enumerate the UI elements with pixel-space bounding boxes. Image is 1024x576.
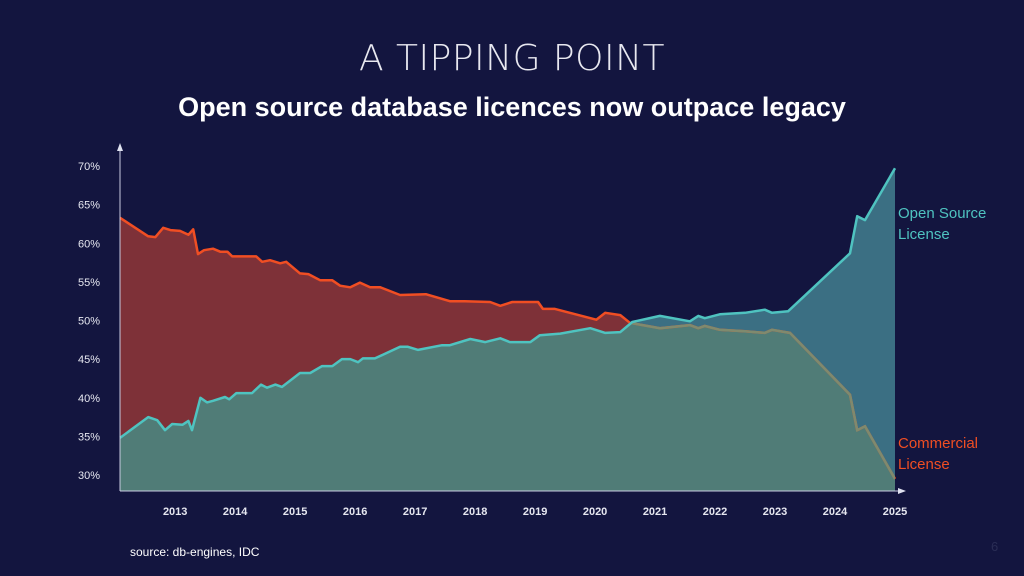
x-tick-label: 2018 <box>463 506 487 518</box>
x-tick-label: 2015 <box>283 506 307 518</box>
open-source-label-line2: License <box>898 226 950 243</box>
x-tick-label: 2016 <box>343 506 367 518</box>
y-tick-label: 35% <box>78 431 100 443</box>
y-tick-label: 30% <box>78 470 100 482</box>
x-tick-label: 2023 <box>763 506 787 518</box>
x-tick-label: 2021 <box>643 506 667 518</box>
commercial-label-line2: License <box>898 456 950 473</box>
y-tick-label: 65% <box>78 200 100 212</box>
x-tick-label: 2025 <box>883 506 907 518</box>
x-tick-label: 2024 <box>823 506 848 518</box>
y-tick-label: 60% <box>78 238 100 250</box>
y-tick-label: 70% <box>78 161 100 173</box>
x-tick-label: 2022 <box>703 506 727 518</box>
page-number: 6 <box>991 539 999 554</box>
open-source-label: Open Source <box>898 205 986 222</box>
x-tick-label: 2020 <box>583 506 607 518</box>
x-tick-label: 2014 <box>223 506 248 518</box>
y-tick-label: 45% <box>78 354 100 366</box>
source-note: source: db-engines, IDC <box>130 545 260 559</box>
x-axis-arrow <box>898 488 906 494</box>
x-tick-label: 2017 <box>403 506 427 518</box>
open-source-line <box>119 167 897 439</box>
y-axis-arrow <box>117 143 123 151</box>
x-tick-label: 2019 <box>523 506 547 518</box>
x-tick-label: 2013 <box>163 506 187 518</box>
y-tick-label: 50% <box>78 316 100 328</box>
y-tick-label: 40% <box>78 393 100 405</box>
slide-subtitle: Open source database licences now outpac… <box>178 92 846 122</box>
y-tick-label: 55% <box>78 277 100 289</box>
slide-title: A TIPPING POINT <box>358 38 666 79</box>
commercial-label: Commercial <box>898 435 978 452</box>
